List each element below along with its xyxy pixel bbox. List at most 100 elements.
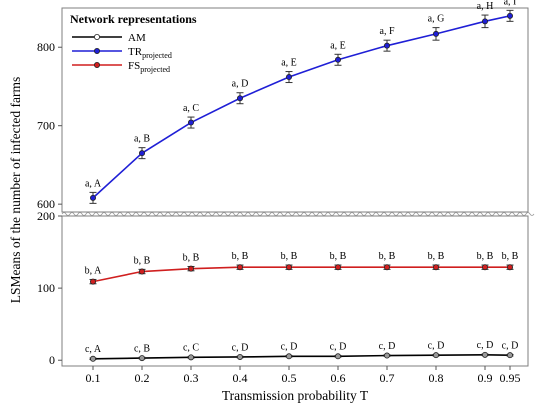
legend: Network representations AM TRprojectedFSpr…	[70, 12, 197, 74]
data-point	[383, 264, 390, 271]
data-point	[383, 352, 390, 359]
data-label: c, C	[183, 343, 199, 354]
data-label: a, H	[477, 1, 494, 12]
x-tick-label: 0.9	[478, 371, 493, 385]
data-point	[187, 354, 194, 361]
data-point	[334, 264, 341, 271]
data-label: c, D	[232, 342, 249, 353]
series-tr	[89, 9, 514, 204]
series-line-am	[92, 354, 511, 360]
legend-item-fs: FSprojected	[72, 60, 170, 74]
y-tick-label: 100	[37, 281, 55, 295]
data-point	[187, 119, 194, 126]
data-label: c, D	[428, 340, 445, 351]
data-labels: c, A c, B c, C c, D c, D c, D c, D c, D c, D c, D…	[85, 0, 519, 355]
data-label: b, B	[428, 251, 445, 262]
series-layer	[89, 9, 514, 362]
panel-frame-2	[61, 215, 529, 367]
legend-marker	[94, 62, 101, 69]
data-label: b, A	[85, 265, 102, 276]
data-label: a, E	[330, 40, 346, 51]
data-point	[138, 355, 145, 362]
data-point	[383, 42, 390, 49]
x-tick-label: 0.4	[233, 371, 248, 385]
legend-label: TRprojected	[128, 46, 172, 60]
data-label: a, B	[134, 134, 150, 145]
data-label: c, D	[330, 342, 347, 353]
data-point	[236, 353, 243, 360]
data-point	[236, 264, 243, 271]
legend-title: Network representations	[70, 12, 197, 26]
data-point	[506, 12, 513, 19]
data-point	[432, 352, 439, 359]
data-point	[481, 264, 488, 271]
data-label: a, C	[183, 103, 199, 114]
series-line-tr	[92, 15, 511, 199]
series-fs	[89, 264, 514, 285]
data-label: a, G	[428, 14, 445, 25]
data-label: a, I	[504, 0, 517, 7]
data-label: b, B	[477, 251, 494, 262]
x-tick-label: 0.1	[86, 371, 101, 385]
y-axis-ticks: 600 700 800 0 100 200	[37, 40, 62, 367]
data-point	[285, 74, 292, 81]
series-am	[89, 351, 514, 362]
data-point	[334, 353, 341, 360]
data-point	[481, 351, 488, 358]
data-label: b, B	[330, 251, 347, 262]
data-label: a, E	[281, 58, 297, 69]
x-tick-label: 0.2	[135, 371, 150, 385]
x-tick-label: 0.3	[184, 371, 199, 385]
legend-marker	[94, 34, 101, 41]
x-axis-label: Transmission probability T	[222, 388, 369, 403]
legend-marker	[94, 48, 101, 55]
x-tick-label: 0.7	[380, 371, 395, 385]
legend-item-am: AM	[72, 32, 146, 44]
plot-frames	[61, 7, 529, 367]
data-point	[236, 95, 243, 102]
data-label: c, D	[477, 340, 494, 351]
data-label: b, B	[183, 252, 200, 263]
data-label: a, D	[232, 79, 249, 90]
data-label: b, B	[281, 251, 298, 262]
data-point	[90, 194, 97, 201]
data-point	[334, 56, 341, 63]
data-point	[285, 264, 292, 271]
data-label: b, B	[232, 251, 249, 262]
legend-item-tr: TRprojected	[72, 46, 172, 60]
x-tick-label: 0.6	[331, 371, 346, 385]
series-line-fs	[92, 266, 510, 283]
panel-frame-1	[61, 7, 529, 213]
y-tick-label: 0	[49, 353, 55, 367]
data-label: a, F	[380, 26, 395, 37]
data-point	[138, 150, 145, 157]
y-tick-label: 800	[37, 40, 55, 54]
data-point	[481, 18, 488, 25]
x-axis-ticks: 0.1 0.2 0.3 0.4 0.5 0.6 0.7 0.8 0.9 0.95	[86, 366, 521, 385]
axis-break-marks	[61, 212, 535, 216]
y-tick-label: 200	[37, 209, 55, 223]
data-label: c, D	[379, 341, 396, 352]
data-point	[506, 264, 513, 271]
data-label: c, A	[85, 344, 102, 355]
y-axis-label: LSMeans of the number of infected farms	[8, 77, 23, 303]
data-label: b, B	[502, 251, 519, 262]
y-tick-label: 600	[37, 197, 55, 211]
x-tick-label: 0.95	[500, 371, 521, 385]
axis-break-wave	[61, 212, 535, 216]
data-point	[432, 264, 439, 271]
x-tick-label: 0.5	[282, 371, 297, 385]
data-point	[432, 30, 439, 37]
data-label: b, B	[379, 251, 396, 262]
data-label: a, A	[85, 178, 102, 189]
y-tick-label: 700	[37, 119, 55, 133]
data-point	[90, 355, 97, 362]
data-label: c, D	[502, 340, 519, 351]
data-point	[285, 353, 292, 360]
data-point	[90, 278, 97, 285]
data-label: c, D	[281, 342, 298, 353]
data-point	[138, 268, 145, 275]
data-label: b, B	[134, 255, 151, 266]
data-label: c, B	[134, 343, 150, 354]
